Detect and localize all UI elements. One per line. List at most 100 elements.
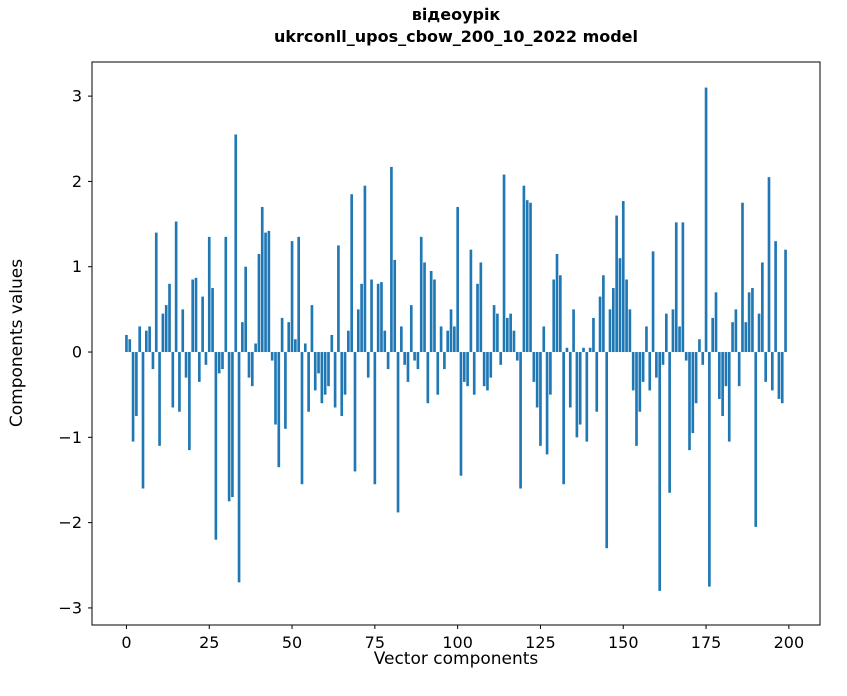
bar (419, 236, 423, 353)
bar (383, 330, 387, 353)
bar (575, 352, 579, 438)
bar (403, 352, 406, 365)
bar (320, 352, 324, 404)
bar (572, 309, 575, 353)
bar (400, 326, 403, 353)
bar (426, 352, 430, 404)
bar (568, 352, 572, 408)
bar (502, 174, 506, 353)
y-tick-label: −1 (58, 428, 82, 447)
bar (482, 352, 486, 387)
bar (171, 352, 175, 408)
x-tick-label: 50 (282, 633, 302, 652)
bar (128, 339, 132, 353)
bar (284, 352, 287, 429)
bar (247, 352, 251, 378)
bar (260, 207, 264, 353)
bar (522, 185, 526, 353)
chart-title-line2: ukrconll_upos_cbow_200_10_2022 model (274, 27, 638, 46)
bar (191, 279, 195, 353)
bar (443, 352, 446, 370)
bar (363, 185, 367, 353)
bar (144, 330, 148, 353)
bar (635, 352, 638, 446)
bar (595, 352, 599, 412)
bar (681, 222, 685, 353)
bar (141, 352, 145, 489)
bar (125, 334, 128, 353)
bar (694, 352, 698, 404)
bar (582, 347, 585, 353)
bar (661, 352, 665, 365)
bar (343, 352, 347, 395)
bar (641, 352, 645, 382)
bar (376, 283, 380, 353)
bar (592, 317, 595, 353)
bar (598, 296, 602, 353)
bar (181, 309, 185, 353)
bar (545, 352, 549, 455)
bar (184, 352, 188, 378)
bar (780, 352, 784, 404)
bar (770, 352, 774, 391)
bar (303, 343, 307, 353)
bar (664, 313, 668, 353)
bar (668, 352, 671, 493)
bar (347, 330, 350, 353)
bar (489, 352, 493, 378)
chart-title-line1: відеоурік (412, 5, 501, 24)
bar (515, 352, 519, 361)
bar (678, 326, 681, 353)
bar (224, 236, 228, 353)
bar (327, 352, 330, 387)
x-tick-label: 75 (365, 633, 385, 652)
bar (380, 282, 383, 353)
bar (628, 309, 632, 353)
axes-group: 0 25 50 75 100 125 150 175 200 −3 −2 −1 0 1 2 3 (58, 61, 821, 652)
bar (360, 283, 363, 353)
bar (499, 352, 503, 365)
bar (241, 322, 244, 353)
bar (492, 305, 496, 353)
bar (691, 352, 695, 434)
bar (476, 283, 479, 353)
bar (741, 202, 744, 353)
bar (734, 309, 738, 353)
bar (539, 352, 542, 446)
bar (688, 352, 691, 451)
bar (638, 352, 642, 412)
bar (330, 334, 334, 353)
bar (317, 352, 320, 374)
bar (204, 352, 208, 365)
x-tick-label: 100 (442, 633, 473, 652)
bar (267, 230, 271, 353)
bar (393, 259, 397, 353)
bar (588, 347, 592, 353)
bar (294, 339, 297, 353)
bar (655, 352, 658, 378)
bar (784, 249, 787, 353)
bar (562, 352, 565, 485)
y-tick-label: 1 (72, 257, 82, 276)
bar (466, 352, 469, 387)
bar (549, 352, 552, 395)
bar (506, 317, 509, 353)
bar (615, 215, 618, 353)
bar (154, 232, 158, 353)
bar (207, 236, 211, 353)
bar (509, 313, 512, 353)
bar (456, 207, 459, 353)
bar (356, 309, 360, 353)
bar (333, 352, 337, 408)
bar (290, 241, 294, 353)
bar (496, 313, 499, 353)
bar (585, 352, 589, 442)
bar (721, 352, 724, 417)
bar (244, 266, 248, 353)
bar (754, 352, 758, 527)
bar (774, 241, 777, 353)
bar (254, 343, 257, 353)
x-tick-label: 200 (774, 633, 805, 652)
bar (158, 352, 161, 446)
